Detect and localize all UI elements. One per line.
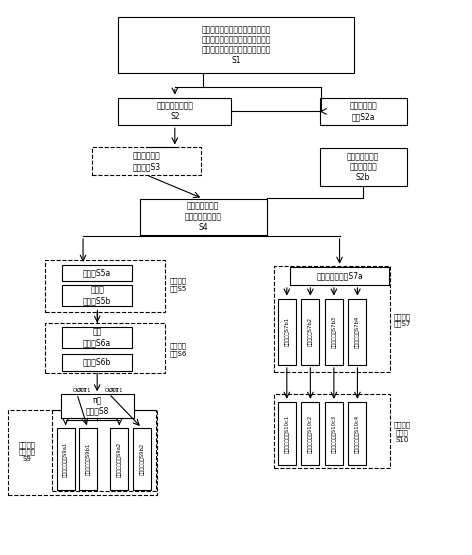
Text: 选通反相
单元S6: 选通反相 单元S6: [169, 342, 186, 356]
Text: 低噪声
放大器S5b: 低噪声 放大器S5b: [83, 285, 111, 305]
FancyBboxPatch shape: [62, 354, 133, 371]
Text: 全波形测量通道S10c1: 全波形测量通道S10c1: [284, 415, 289, 453]
Text: 反相器S6b: 反相器S6b: [83, 358, 111, 367]
FancyBboxPatch shape: [320, 148, 406, 185]
FancyBboxPatch shape: [118, 17, 354, 73]
Text: 长时程示波器S9b2: 长时程示波器S9b2: [139, 443, 144, 475]
FancyBboxPatch shape: [348, 299, 366, 365]
FancyBboxPatch shape: [57, 428, 75, 490]
Text: 低噪声放大器S7b4: 低噪声放大器S7b4: [355, 316, 360, 348]
Text: 阻抗匹配
单元S5: 阻抗匹配 单元S5: [169, 278, 186, 292]
Text: 同轴功率分配器
按比例分配电信号
S4: 同轴功率分配器 按比例分配电信号 S4: [185, 201, 221, 231]
Text: OUT1: OUT1: [104, 388, 119, 393]
Text: 全波形测量通道S10c4: 全波形测量通道S10c4: [355, 415, 360, 453]
FancyBboxPatch shape: [348, 402, 366, 466]
FancyBboxPatch shape: [61, 394, 134, 417]
Text: 探测器安装、监测
S2: 探测器安装、监测 S2: [156, 102, 194, 121]
Text: OUT1: OUT1: [109, 388, 124, 393]
FancyBboxPatch shape: [325, 402, 343, 466]
Text: 全波形测量通道S10c3: 全波形测量通道S10c3: [331, 415, 337, 453]
FancyBboxPatch shape: [62, 265, 133, 281]
FancyBboxPatch shape: [278, 402, 296, 466]
Text: 信号射频同轴
电缆传输S3: 信号射频同轴 电缆传输S3: [133, 152, 160, 171]
Text: 触发关联
记录系统
S9: 触发关联 记录系统 S9: [18, 441, 35, 462]
FancyBboxPatch shape: [62, 327, 133, 348]
Text: 稳压电源供电
系统S2a: 稳压电源供电 系统S2a: [349, 102, 377, 121]
Text: 同轴放大器S7b2: 同轴放大器S7b2: [308, 317, 313, 346]
FancyBboxPatch shape: [140, 199, 267, 235]
FancyBboxPatch shape: [133, 428, 151, 490]
Text: 全波形记
录系统
S10: 全波形记 录系统 S10: [394, 421, 411, 442]
Text: 同轴衰减器S7b1: 同轴衰减器S7b1: [284, 317, 289, 346]
FancyBboxPatch shape: [320, 98, 406, 125]
Text: 精密触发同步机S9a2: 精密触发同步机S9a2: [117, 441, 122, 477]
Text: 精密触发同步机S9a1: 精密触发同步机S9a1: [63, 441, 68, 477]
Text: 探测器输出信号
实时监测系统
S2b: 探测器输出信号 实时监测系统 S2b: [347, 152, 379, 181]
Text: 低通
滤波器S6a: 低通 滤波器S6a: [83, 327, 111, 347]
Text: OUT1: OUT1: [73, 388, 87, 393]
Text: 同轴功率分配器S7a: 同轴功率分配器S7a: [316, 271, 363, 280]
FancyBboxPatch shape: [325, 299, 343, 365]
FancyBboxPatch shape: [302, 299, 319, 365]
FancyBboxPatch shape: [62, 285, 133, 306]
Text: 低噪声放大器S7b3: 低噪声放大器S7b3: [331, 316, 337, 348]
Text: π轴
功分器S8: π轴 功分器S8: [85, 396, 109, 416]
Text: 衰减器S5a: 衰减器S5a: [83, 269, 111, 278]
FancyBboxPatch shape: [302, 402, 319, 466]
Text: 分路处理
系统S7: 分路处理 系统S7: [394, 313, 411, 327]
Text: OUT1: OUT1: [77, 388, 92, 393]
FancyBboxPatch shape: [278, 299, 296, 365]
FancyBboxPatch shape: [110, 428, 128, 490]
FancyBboxPatch shape: [290, 267, 389, 285]
Text: 分析待测波形特征，设计探测器结
构，选择闪烁体、调试光电转换器
件组装探测器系统，标定灵敏度。
S1: 分析待测波形特征，设计探测器结 构，选择闪烁体、调试光电转换器 件组装探测器系统…: [202, 25, 270, 65]
Text: 全波形测量通道S10c2: 全波形测量通道S10c2: [308, 415, 313, 453]
FancyBboxPatch shape: [79, 428, 97, 490]
FancyBboxPatch shape: [118, 98, 231, 125]
Text: 长时程示波器S9b1: 长时程示波器S9b1: [85, 443, 90, 475]
